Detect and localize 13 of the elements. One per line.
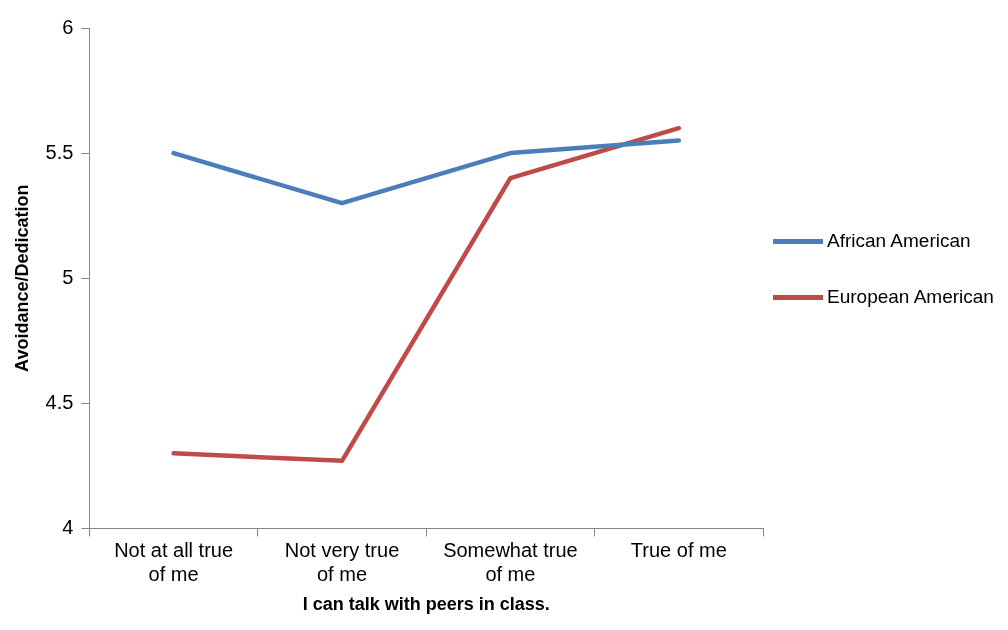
- x-tick-label: Not at all true of me: [114, 538, 234, 585]
- y-axis-title: Avoidance/Dedication: [11, 184, 32, 372]
- legend-label: African American: [827, 230, 971, 252]
- x-axis-title: I can talk with peers in class.: [302, 594, 550, 615]
- y-tick-label: 6: [62, 15, 74, 38]
- y-tick-label: 4.5: [45, 390, 74, 413]
- x-tick-label: Somewhat true of me: [443, 538, 578, 585]
- y-tick-label: 5: [62, 265, 74, 288]
- y-tick-label: 4: [62, 515, 74, 538]
- legend-label: European American: [827, 286, 994, 308]
- x-tick-label: True of me: [630, 538, 727, 561]
- y-tick-label: 5.5: [45, 140, 74, 163]
- x-tick-label: Not very true of me: [284, 538, 400, 585]
